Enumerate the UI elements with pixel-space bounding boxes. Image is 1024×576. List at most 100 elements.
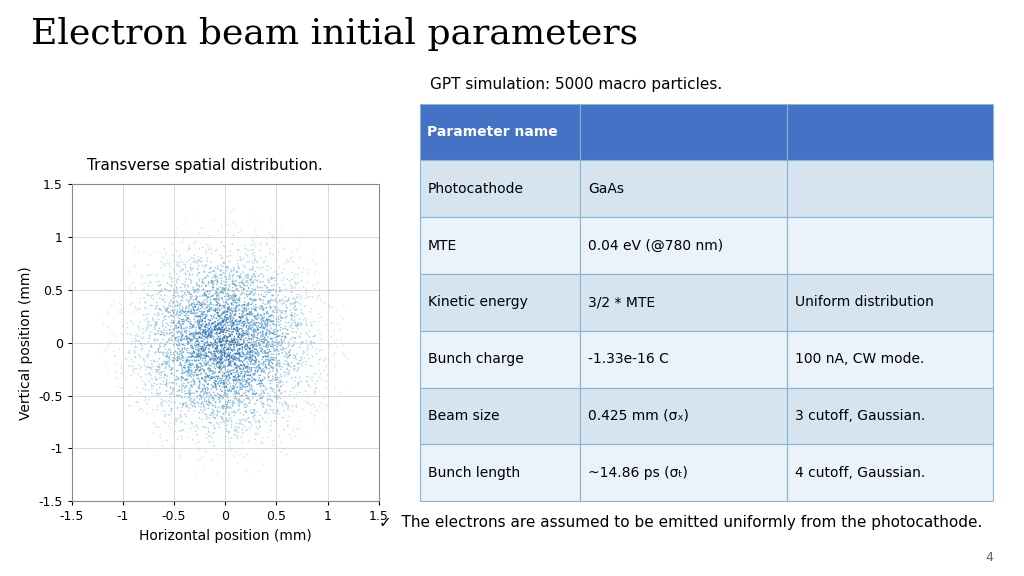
Point (241, 318, 257, 327)
Point (191, 377, 208, 386)
Point (258, 321, 274, 331)
Point (241, 374, 257, 384)
Point (217, 400, 233, 409)
Point (260, 373, 276, 382)
Point (174, 266, 190, 275)
Point (200, 358, 216, 367)
Point (132, 404, 148, 414)
Point (227, 424, 244, 433)
Point (187, 366, 204, 375)
Point (156, 244, 172, 253)
Point (182, 275, 199, 285)
Point (232, 271, 249, 280)
Point (274, 306, 291, 315)
Point (209, 372, 225, 381)
Point (201, 328, 217, 338)
Point (246, 370, 262, 380)
Point (163, 328, 179, 337)
Point (249, 336, 265, 345)
Point (280, 354, 296, 363)
Point (227, 277, 244, 286)
Point (233, 380, 250, 389)
Point (205, 291, 221, 300)
Point (232, 317, 249, 327)
Point (267, 338, 284, 347)
Point (209, 359, 225, 368)
Point (247, 290, 263, 300)
Point (199, 358, 215, 367)
Point (255, 353, 271, 362)
Point (198, 338, 214, 347)
Point (252, 283, 268, 292)
Point (217, 320, 233, 329)
Point (160, 351, 176, 360)
Point (169, 278, 185, 287)
Point (255, 335, 271, 344)
Point (201, 293, 217, 302)
Point (213, 327, 229, 336)
Point (290, 381, 306, 390)
Point (230, 387, 247, 396)
Point (172, 267, 188, 276)
Point (282, 347, 298, 356)
Point (203, 347, 219, 357)
Point (215, 363, 231, 372)
Point (173, 329, 189, 338)
Point (220, 304, 237, 313)
Point (160, 347, 176, 357)
Point (188, 306, 205, 315)
Point (210, 308, 226, 317)
Point (185, 320, 202, 329)
Point (210, 277, 226, 286)
Point (286, 362, 302, 371)
Point (180, 339, 197, 348)
Point (232, 335, 249, 344)
Point (240, 338, 256, 347)
Point (163, 311, 179, 320)
Point (109, 359, 125, 368)
Point (199, 297, 215, 306)
Point (225, 372, 242, 381)
Point (177, 358, 194, 367)
Point (234, 348, 251, 358)
Point (216, 341, 232, 350)
Point (248, 241, 264, 251)
Point (161, 362, 177, 371)
Point (253, 302, 269, 311)
Point (229, 339, 246, 348)
Point (338, 350, 354, 359)
Point (232, 385, 249, 394)
Point (247, 289, 263, 298)
Point (285, 324, 301, 333)
Point (219, 367, 236, 377)
Point (241, 271, 257, 281)
Point (136, 361, 153, 370)
Point (168, 334, 184, 343)
Point (311, 355, 328, 365)
Point (259, 283, 275, 292)
Point (196, 325, 212, 335)
Point (187, 353, 204, 362)
Point (232, 316, 249, 325)
Point (253, 346, 269, 355)
Point (152, 304, 168, 313)
Point (234, 349, 251, 358)
Point (193, 400, 209, 409)
Point (203, 300, 219, 309)
Point (231, 351, 248, 361)
Point (181, 335, 198, 344)
Point (217, 332, 233, 341)
Point (170, 323, 186, 332)
Point (151, 369, 167, 378)
Point (247, 255, 263, 264)
Point (260, 372, 276, 381)
Point (202, 367, 218, 376)
Point (226, 358, 243, 367)
Point (207, 320, 223, 329)
Point (113, 276, 129, 285)
Point (262, 304, 279, 313)
Point (231, 312, 248, 321)
Point (238, 313, 254, 323)
Point (213, 403, 229, 412)
Point (177, 332, 194, 341)
